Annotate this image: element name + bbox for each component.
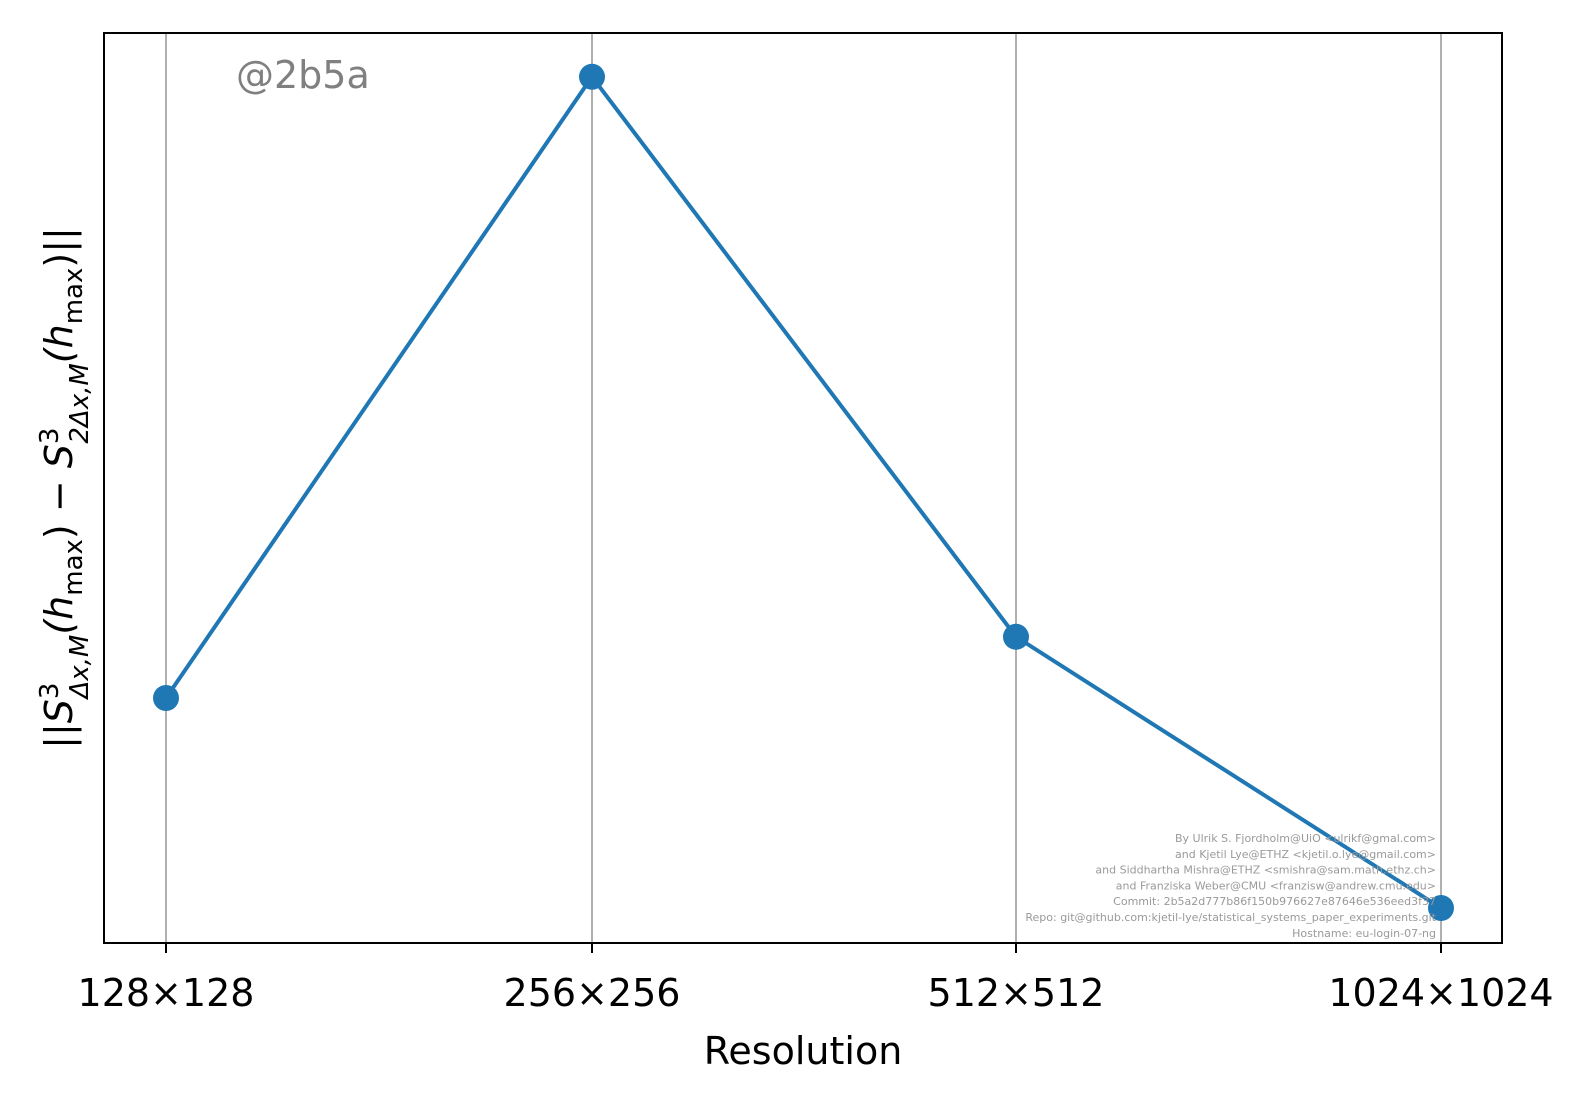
credit-line: and Franziska Weber@CMU <franzisw@andrew…	[1116, 879, 1436, 892]
credit-line: Hostname: eu-login-07-ng	[1292, 927, 1436, 940]
series-layer	[153, 63, 1454, 921]
y-label-s2-arg-close: )	[37, 253, 81, 268]
x-tick-label: 128×128	[78, 971, 255, 1015]
y-label-s1-sup: 3	[35, 683, 65, 700]
credits-block: By Ulrik S. Fjordholm@UiO <ulrikf@gmal.c…	[1025, 832, 1436, 940]
y-label-s2-arg: (h	[37, 324, 81, 363]
gridlines	[165, 33, 1442, 943]
y-label-s2-sup: 3	[35, 428, 65, 445]
y-label-s1-arg: (h	[37, 596, 81, 635]
y-label-s2: S	[37, 444, 81, 468]
x-tick-label: 256×256	[504, 971, 681, 1015]
credit-line: Commit: 2b5a2d777b86f150b976627e87646e53…	[1113, 895, 1436, 908]
series-line	[164, 74, 1443, 910]
annotation-watermark: @2b5a	[236, 53, 370, 97]
y-label-s1-sub: Δx,M	[65, 635, 95, 701]
x-axis-label: Resolution	[704, 1029, 903, 1073]
y-label-s1-arg-close: )	[37, 524, 81, 539]
y-label-norm-close: ||	[37, 227, 82, 253]
credit-line: By Ulrik S. Fjordholm@UiO <ulrikf@gmal.c…	[1175, 832, 1436, 845]
y-label-norm-open: ||	[37, 723, 82, 749]
credit-line: and Siddhartha Mishra@ETHZ <smishra@sam.…	[1095, 864, 1436, 877]
data-point	[579, 63, 605, 90]
y-label-minus: −	[37, 468, 81, 524]
data-point	[153, 685, 179, 711]
data-point	[1428, 895, 1454, 921]
plot-frame	[103, 32, 1503, 944]
x-tick-label: 512×512	[928, 971, 1105, 1015]
y-label-s1-arg-sub: max	[59, 539, 89, 596]
credit-line: Repo: git@github.com:kjetil-lye/statisti…	[1025, 911, 1436, 924]
data-point	[1003, 623, 1029, 650]
y-label-s1: S	[37, 699, 81, 723]
x-tick-label: 1024×1024	[1328, 971, 1553, 1015]
y-label-s2-sub: 2Δx,M	[65, 363, 95, 443]
credit-line: and Kjetil Lye@ETHZ <kjetil.o.lye@gmail.…	[1175, 848, 1436, 861]
y-label-s2-arg-sub: max	[59, 268, 89, 325]
y-axis-label: ||S3Δx,M(hmax) − S32Δx,M(hmax)||	[35, 227, 95, 749]
x-axis-ticks: 128×128 256×256 512×512 1024×1024	[78, 943, 1554, 1015]
